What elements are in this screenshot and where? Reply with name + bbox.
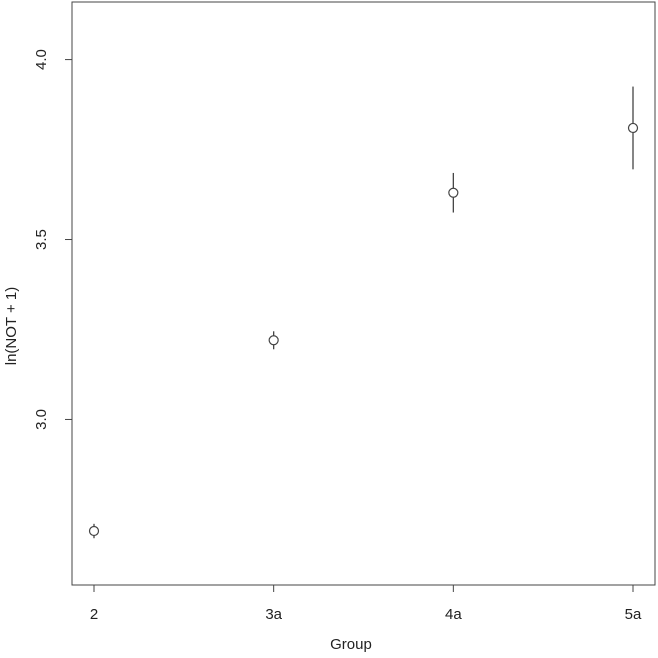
x-tick-label: 4a xyxy=(445,606,462,623)
point xyxy=(88,525,100,537)
x-tick-label: 5a xyxy=(625,606,642,623)
point xyxy=(268,335,279,346)
point xyxy=(627,122,639,134)
plot-frame xyxy=(71,1,656,586)
x-axis-title: Group xyxy=(330,636,372,653)
x-tick-label: 3a xyxy=(265,606,282,623)
y-tick-label: 3.0 xyxy=(33,409,50,430)
y-tick-label: 4.0 xyxy=(33,49,50,70)
y-axis-title: ln(NOT + 1) xyxy=(3,287,20,366)
y-tick-label: 3.5 xyxy=(33,229,50,250)
point xyxy=(448,187,459,198)
x-tick-label: 2 xyxy=(90,606,98,623)
